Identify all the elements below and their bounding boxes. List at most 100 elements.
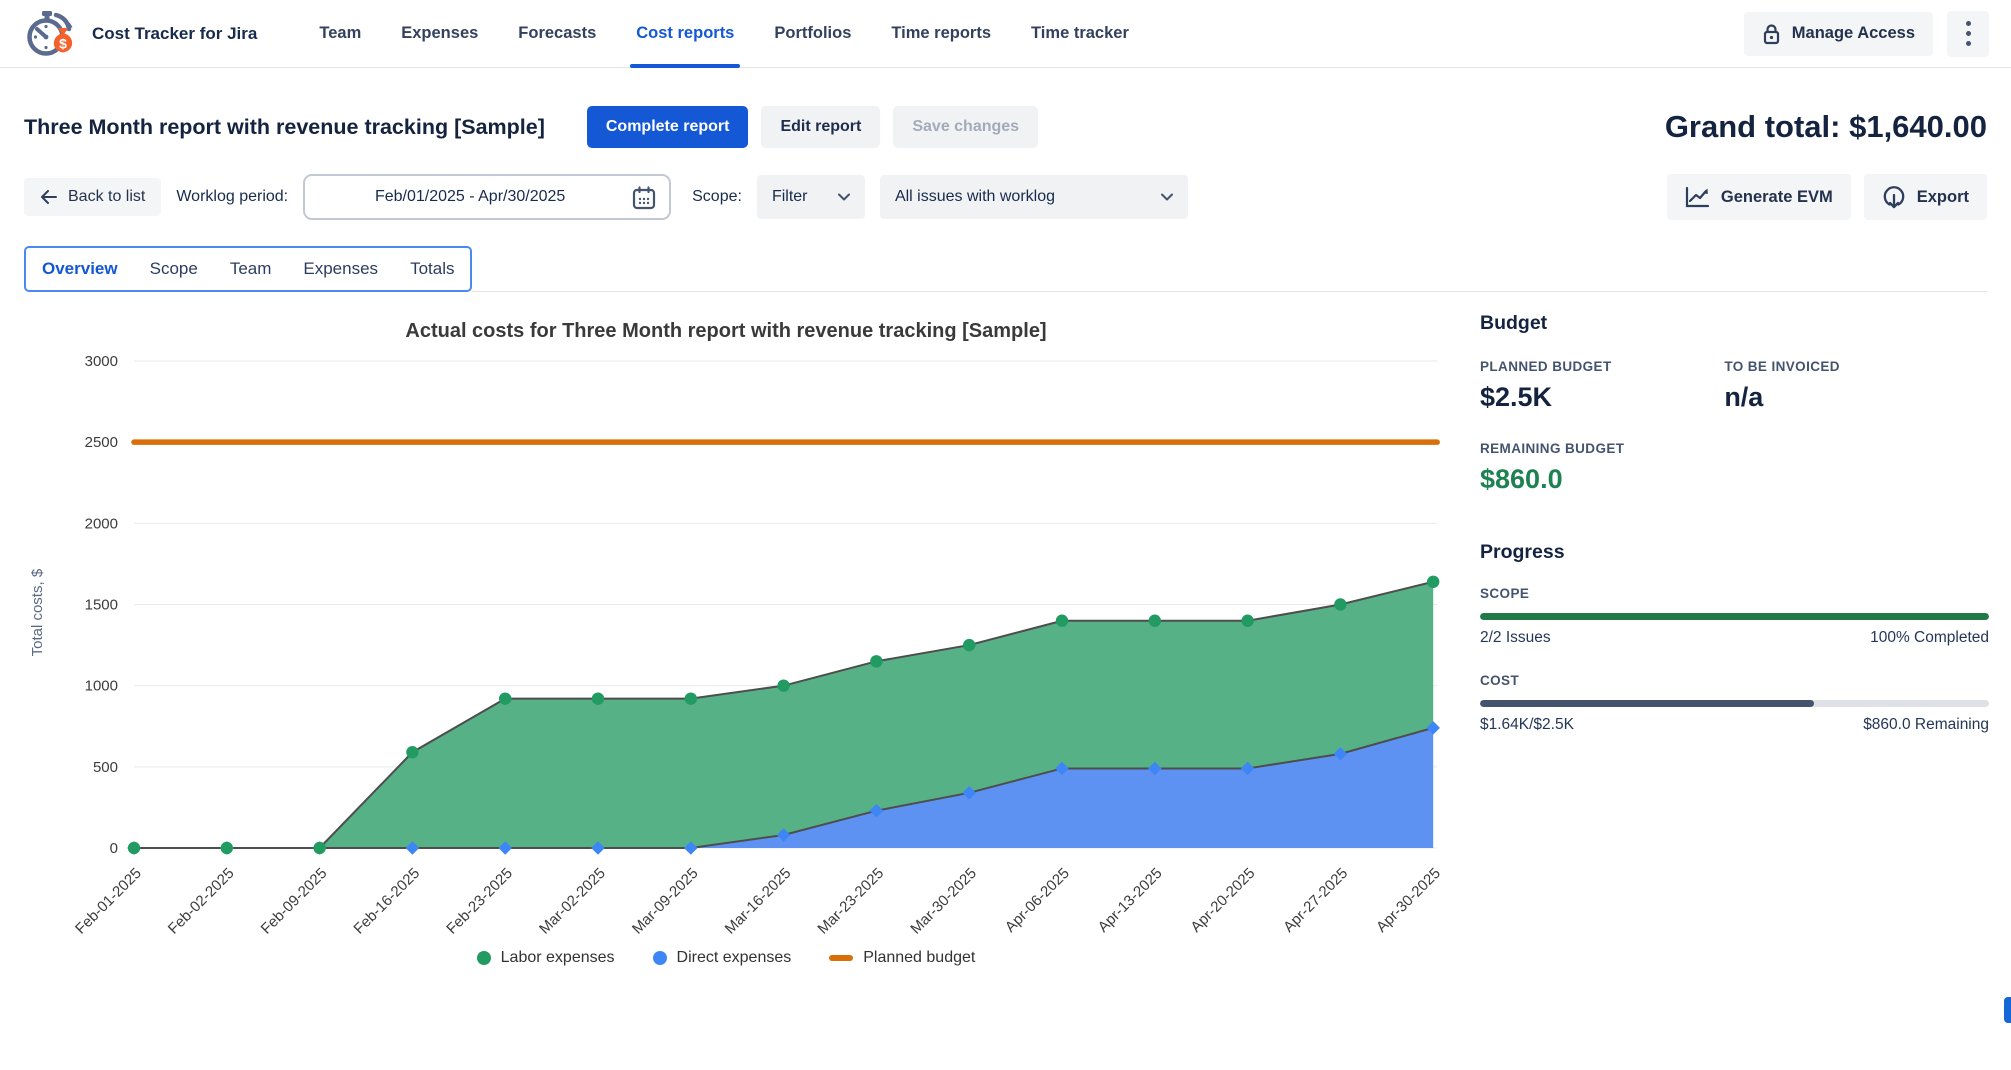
- scope-progress-bar: [1480, 613, 1989, 620]
- cost-chart-svg: 050010001500200025003000Feb-01-2025Feb-0…: [16, 345, 1476, 945]
- legend-direct-label: Direct expenses: [677, 949, 792, 967]
- report-header: Three Month report with revenue tracking…: [24, 106, 1987, 148]
- nav-actions: Manage Access: [1744, 11, 1989, 57]
- to-be-invoiced-value: n/a: [1724, 382, 1968, 413]
- toolbar-right-actions: Generate EVM Export: [1667, 174, 1987, 220]
- cost-tracker-app: $ Cost Tracker for Jira Team Expenses Fo…: [0, 0, 2011, 1070]
- remaining-budget-label: REMAINING BUDGET: [1480, 441, 1989, 456]
- svg-text:Feb-09-2025: Feb-09-2025: [258, 865, 331, 938]
- chart-legend: Labor expenses Direct expenses Planned b…: [16, 949, 1436, 967]
- svg-text:1500: 1500: [85, 597, 118, 614]
- report-actions: Complete report Edit report Save changes: [587, 106, 1038, 148]
- scope-progress-fill: [1480, 613, 1989, 620]
- budget-values: PLANNED BUDGET $2.5K TO BE INVOICED n/a: [1480, 359, 1989, 413]
- scrollbar-thumb[interactable]: [2004, 997, 2011, 1023]
- scope-dropdown[interactable]: All issues with worklog: [880, 175, 1188, 219]
- svg-text:0: 0: [110, 840, 118, 857]
- export-label: Export: [1917, 188, 1969, 207]
- nav-item-time-reports[interactable]: Time reports: [891, 0, 991, 67]
- scope-progress-label: SCOPE: [1480, 586, 1989, 601]
- chevron-down-icon: [1161, 193, 1173, 201]
- cost-progress-fill: [1480, 700, 1814, 707]
- nav-item-time-tracker[interactable]: Time tracker: [1031, 0, 1129, 67]
- budget-heading: Budget: [1480, 312, 1989, 335]
- svg-text:Apr-06-2025: Apr-06-2025: [1002, 865, 1073, 936]
- main-nav: Team Expenses Forecasts Cost reports Por…: [319, 0, 1129, 67]
- back-to-list-button[interactable]: Back to list: [24, 178, 161, 216]
- svg-text:500: 500: [93, 759, 118, 776]
- generate-evm-label: Generate EVM: [1721, 188, 1833, 207]
- lock-icon: [1762, 23, 1781, 45]
- tab-scope[interactable]: Scope: [134, 248, 214, 290]
- app-logo-icon: $: [22, 6, 78, 62]
- to-be-invoiced-label: TO BE INVOICED: [1724, 359, 1968, 374]
- cost-chart-section: Actual costs for Three Month report with…: [0, 298, 1478, 967]
- chevron-down-icon: [838, 193, 850, 201]
- remaining-budget-value: $860.0: [1480, 464, 1989, 495]
- report-toolbar: Back to list Worklog period: Feb/01/2025…: [24, 174, 1987, 220]
- svg-text:Mar-30-2025: Mar-30-2025: [907, 865, 980, 938]
- svg-text:Mar-02-2025: Mar-02-2025: [536, 865, 609, 938]
- legend-budget-label: Planned budget: [863, 949, 975, 967]
- worklog-period-label: Worklog period:: [176, 188, 288, 206]
- svg-text:3000: 3000: [85, 353, 118, 370]
- svg-text:Mar-16-2025: Mar-16-2025: [722, 865, 795, 938]
- tab-expenses[interactable]: Expenses: [287, 248, 394, 290]
- svg-text:Feb-16-2025: Feb-16-2025: [350, 865, 423, 938]
- svg-text:Mar-09-2025: Mar-09-2025: [629, 865, 702, 938]
- top-navigation: $ Cost Tracker for Jira Team Expenses Fo…: [0, 0, 2011, 68]
- nav-item-team[interactable]: Team: [319, 0, 361, 67]
- labor-swatch-icon: [477, 951, 491, 965]
- chart-title: Actual costs for Three Month report with…: [16, 320, 1436, 343]
- manage-access-button[interactable]: Manage Access: [1744, 12, 1933, 56]
- planned-budget-label: PLANNED BUDGET: [1480, 359, 1724, 374]
- back-to-list-label: Back to list: [68, 188, 145, 206]
- svg-text:Apr-20-2025: Apr-20-2025: [1187, 865, 1258, 936]
- export-icon: [1882, 185, 1906, 209]
- cost-progress-bar: [1480, 700, 1989, 707]
- nav-item-cost-reports[interactable]: Cost reports: [636, 0, 734, 67]
- tab-team[interactable]: Team: [214, 248, 288, 290]
- worklog-period-input[interactable]: Feb/01/2025 - Apr/30/2025: [303, 174, 671, 220]
- svg-text:Feb-23-2025: Feb-23-2025: [443, 865, 516, 938]
- svg-text:Total costs, $: Total costs, $: [29, 568, 46, 656]
- budget-swatch-icon: [829, 955, 853, 961]
- cost-remaining-value: $860.0 Remaining: [1863, 716, 1989, 734]
- legend-labor-expenses: Labor expenses: [477, 949, 615, 967]
- page-title: Three Month report with revenue tracking…: [24, 115, 545, 140]
- export-button[interactable]: Export: [1864, 174, 1987, 220]
- summary-sidebar: Budget PLANNED BUDGET $2.5K TO BE INVOIC…: [1478, 298, 2011, 967]
- edit-report-button[interactable]: Edit report: [761, 106, 880, 148]
- svg-text:Feb-01-2025: Feb-01-2025: [72, 865, 145, 938]
- filter-dropdown-value: Filter: [772, 188, 808, 206]
- app-brand[interactable]: $ Cost Tracker for Jira: [22, 6, 257, 62]
- direct-swatch-icon: [653, 951, 667, 965]
- nav-item-forecasts[interactable]: Forecasts: [518, 0, 596, 67]
- complete-report-button[interactable]: Complete report: [587, 106, 749, 148]
- report-tabs: Overview Scope Team Expenses Totals: [24, 246, 1987, 292]
- cost-progress-label: COST: [1480, 673, 1989, 688]
- manage-access-label: Manage Access: [1792, 24, 1915, 43]
- cost-spent-value: $1.64K/$2.5K: [1480, 716, 1574, 734]
- calendar-icon: [632, 186, 656, 211]
- more-options-button[interactable]: [1947, 11, 1989, 57]
- back-arrow-icon: [40, 190, 57, 204]
- evm-chart-icon: [1685, 186, 1710, 208]
- svg-text:Apr-13-2025: Apr-13-2025: [1095, 865, 1166, 936]
- svg-text:2500: 2500: [85, 434, 118, 451]
- app-title: Cost Tracker for Jira: [92, 24, 257, 44]
- svg-text:$: $: [59, 35, 67, 51]
- legend-planned-budget: Planned budget: [829, 949, 975, 967]
- overview-content: Actual costs for Three Month report with…: [0, 298, 2011, 967]
- tabs-box: Overview Scope Team Expenses Totals: [24, 246, 472, 292]
- tab-overview[interactable]: Overview: [26, 248, 134, 290]
- grand-total: Grand total: $1,640.00: [1665, 109, 1987, 145]
- legend-direct-expenses: Direct expenses: [653, 949, 792, 967]
- filter-dropdown[interactable]: Filter: [757, 175, 865, 219]
- nav-item-expenses[interactable]: Expenses: [401, 0, 478, 67]
- tab-totals[interactable]: Totals: [394, 248, 470, 290]
- save-changes-button: Save changes: [893, 106, 1038, 148]
- generate-evm-button[interactable]: Generate EVM: [1667, 174, 1851, 220]
- nav-item-portfolios[interactable]: Portfolios: [774, 0, 851, 67]
- svg-text:2000: 2000: [85, 515, 118, 532]
